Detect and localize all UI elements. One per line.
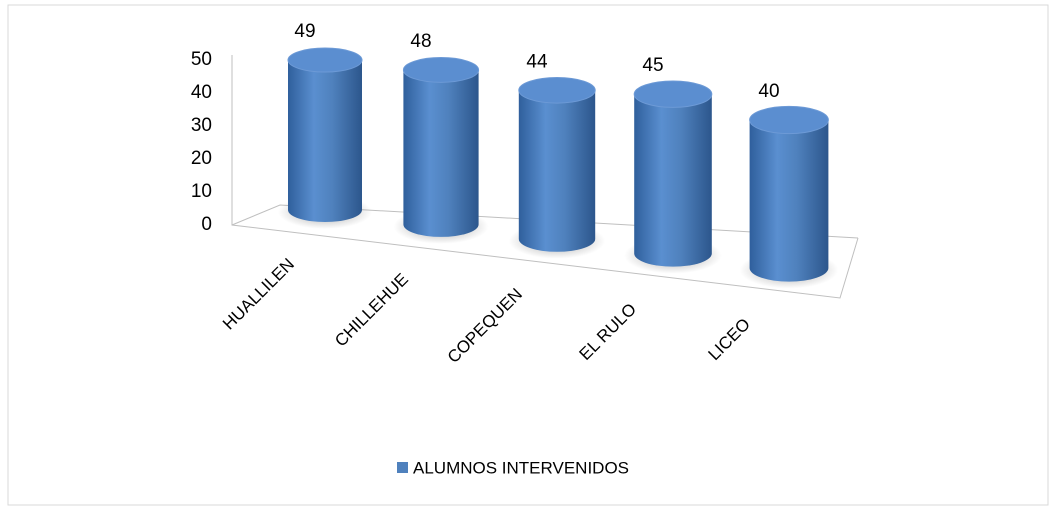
x-tick-label: EL RULO	[576, 300, 640, 364]
bar	[288, 60, 362, 223]
x-tick-label: COPEQUEN	[444, 285, 526, 367]
y-tick-label: 40	[191, 82, 212, 103]
y-tick-label: 30	[191, 115, 212, 136]
bar	[634, 94, 712, 267]
data-label: 49	[294, 21, 315, 42]
bar-top	[287, 47, 363, 73]
data-label: 44	[526, 51, 548, 72]
y-tick-label: 50	[191, 49, 212, 70]
chart-frame	[7, 4, 1049, 506]
legend-swatch	[397, 462, 408, 473]
data-label: 40	[758, 81, 779, 102]
bar-top	[518, 76, 596, 104]
bar	[749, 120, 829, 282]
bar-top	[749, 105, 829, 135]
legend-label: ALUMNOS INTERVENIDOS	[413, 458, 629, 477]
axis-wall	[231, 55, 859, 299]
bar-top	[633, 80, 713, 108]
bar	[403, 69, 479, 237]
bar-top	[402, 57, 480, 83]
x-tick-label: LICEO	[704, 315, 754, 365]
y-tick-label: 0	[201, 214, 212, 235]
x-tick-label: CHILLEHUE	[331, 270, 412, 351]
bar	[518, 90, 596, 252]
x-tick-label: HUALLILEN	[219, 255, 298, 334]
y-tick-label: 20	[191, 148, 212, 169]
y-tick-label: 10	[191, 181, 212, 202]
data-label: 48	[410, 31, 431, 52]
data-label: 45	[642, 55, 663, 76]
